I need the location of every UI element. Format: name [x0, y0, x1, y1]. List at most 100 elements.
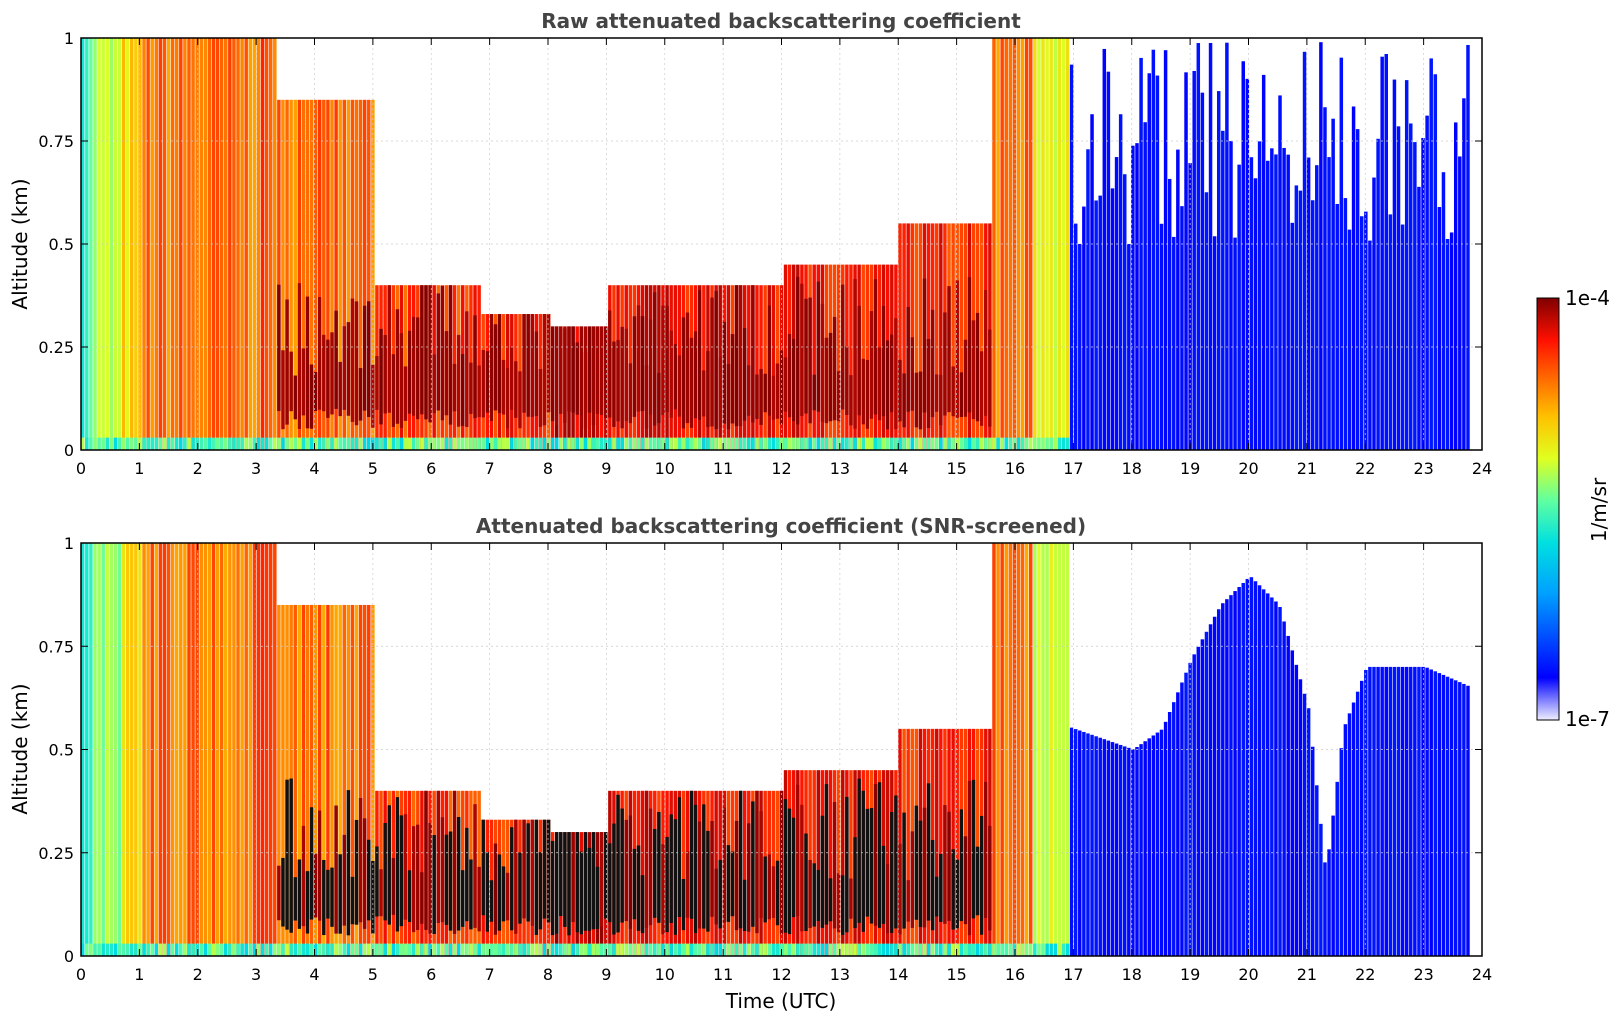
heatmap-cell: [738, 285, 743, 427]
heatmap-cell: [828, 437, 833, 450]
heatmap-cell: [1041, 943, 1045, 956]
heatmap-cell: [636, 305, 641, 412]
heatmap-cell: [636, 437, 641, 450]
heatmap-cell: [918, 943, 923, 956]
heatmap-cell: [1404, 666, 1409, 956]
heatmap-cell: [358, 437, 363, 450]
heatmap-cell: [1229, 595, 1233, 956]
heatmap-cell: [755, 285, 759, 450]
heatmap-cell: [955, 859, 959, 929]
heatmap-cell: [1024, 437, 1029, 450]
heatmap-cell: [979, 437, 984, 450]
heatmap-cell: [861, 358, 865, 425]
heatmap-cell: [571, 437, 575, 450]
y-tick-label: 0.25: [38, 844, 74, 863]
heatmap-cell: [526, 943, 530, 956]
heatmap-cell: [877, 782, 882, 928]
heatmap-cell: [162, 943, 167, 956]
heatmap-cell: [787, 333, 792, 418]
panel-1-grid: [81, 38, 1482, 450]
heatmap-cell: [926, 943, 931, 956]
heatmap-cell: [224, 437, 228, 450]
heatmap-cell: [1041, 38, 1045, 450]
heatmap-cell: [162, 543, 167, 956]
heatmap-cell: [718, 437, 722, 450]
heatmap-cell: [93, 437, 97, 450]
heatmap-cell: [1216, 609, 1221, 956]
heatmap-cell: [832, 802, 837, 929]
heatmap-cell: [1082, 206, 1086, 450]
x-tick-label: 15: [946, 459, 966, 478]
heatmap-cell: [142, 543, 146, 956]
heatmap-cell: [1037, 943, 1041, 956]
x-tick-label: 20: [1238, 459, 1258, 478]
heatmap-cell: [951, 943, 955, 956]
heatmap-cell: [918, 371, 923, 430]
heatmap-cell: [514, 943, 518, 956]
heatmap-cell: [179, 437, 183, 450]
heatmap-cell: [1400, 224, 1405, 450]
heatmap-cell: [583, 943, 588, 956]
heatmap-cell: [767, 943, 771, 956]
heatmap-cell: [648, 808, 653, 926]
heatmap-cell: [898, 843, 902, 935]
heatmap-cell: [1413, 142, 1417, 450]
heatmap-cell: [138, 437, 142, 450]
heatmap-cell: [403, 437, 408, 450]
heatmap-cell: [836, 873, 841, 933]
heatmap-cell: [918, 437, 923, 450]
heatmap-cell: [775, 437, 780, 450]
heatmap-cell: [228, 38, 232, 450]
heatmap-cell: [428, 437, 432, 450]
heatmap-cell: [689, 790, 694, 919]
heatmap-cell: [783, 437, 788, 450]
heatmap-cell: [1053, 38, 1058, 450]
heatmap-cell: [742, 437, 747, 450]
heatmap-cell: [1098, 737, 1102, 956]
heatmap-cell: [604, 832, 608, 919]
heatmap-cell: [902, 437, 906, 450]
heatmap-cell: [693, 331, 698, 419]
heatmap-cell: [1167, 711, 1172, 956]
x-tick-label: 20: [1238, 965, 1258, 984]
heatmap-cell: [910, 337, 914, 411]
heatmap-cell: [1180, 682, 1184, 956]
heatmap-cell: [281, 350, 285, 430]
heatmap-cell: [571, 832, 575, 923]
heatmap-cell: [1253, 581, 1258, 956]
heatmap-cell: [305, 296, 310, 429]
heatmap-cell: [951, 437, 955, 450]
heatmap-cell: [1298, 679, 1303, 956]
heatmap-cell: [967, 437, 972, 450]
heatmap-cell: [898, 223, 902, 450]
heatmap-cell: [628, 363, 633, 424]
heatmap-cell: [1376, 138, 1380, 450]
heatmap-cell: [608, 943, 612, 956]
heatmap-cell: [97, 437, 101, 450]
heatmap-cell: [722, 437, 727, 450]
heatmap-cell: [1073, 729, 1078, 956]
heatmap-cell: [432, 835, 436, 934]
heatmap-cell: [906, 880, 910, 922]
heatmap-cell: [293, 437, 297, 450]
heatmap-cell: [865, 359, 870, 429]
heatmap-cell: [277, 99, 281, 450]
heatmap-cell: [1204, 192, 1209, 450]
heatmap-cell: [334, 943, 338, 956]
heatmap-cell: [816, 943, 821, 956]
heatmap-cell: [1033, 543, 1037, 956]
heatmap-cell: [800, 283, 804, 417]
heatmap-cell: [469, 362, 473, 414]
heatmap-cell: [1029, 437, 1033, 450]
heatmap-cell: [996, 38, 1000, 450]
heatmap-cell: [232, 543, 236, 956]
heatmap-cell: [824, 337, 829, 424]
heatmap-cell: [575, 832, 579, 933]
heatmap-cell: [726, 437, 731, 450]
heatmap-cell: [1061, 437, 1066, 450]
heatmap-cell: [277, 604, 281, 956]
heatmap-cell: [612, 341, 616, 427]
heatmap-cell: [767, 854, 771, 920]
heatmap-cell: [1008, 943, 1013, 956]
heatmap-cell: [836, 264, 841, 450]
